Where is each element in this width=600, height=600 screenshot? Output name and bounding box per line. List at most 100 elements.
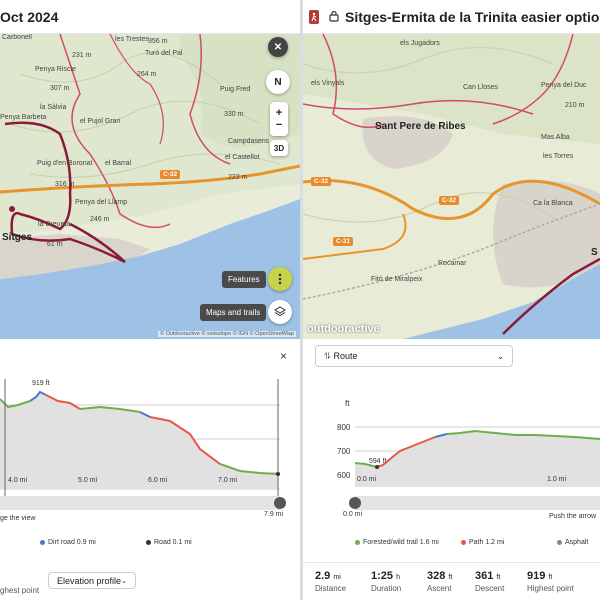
features-button[interactable] [268,267,292,291]
legend-item: Forested/wild trail 1.6 mi [355,539,439,546]
zoom-control: + − [270,102,288,136]
route-select[interactable]: ⥮ Route ⌄ [315,345,513,367]
map-label-town: Sitges [2,232,33,243]
map-label: 330 m [224,111,244,118]
chevron-down-icon: ⌄ [497,351,504,361]
map-label: Turó del Pal [145,50,183,57]
map-label: el Barral [105,160,132,167]
map-label: Penya del Duc [541,82,587,89]
map-label: 61 m [47,241,63,248]
stat-highest-point: 919 ft Highest point [527,570,574,593]
stat-value: 2.9 [315,570,331,582]
stat-value: 1:25 [371,570,394,582]
map-label: 307 m [50,85,70,92]
x-tick: 6.0 mi [148,477,168,484]
map-label: 316 m [55,181,75,188]
slider-start-label: 0.0 mi [343,511,363,518]
map-label: les Torres [543,153,574,160]
legend-dot [355,539,360,545]
legend-item: Road 0.1 mi [146,539,192,546]
right-pane: Sitges-Ermita de la Trinita easier optio… [303,0,600,600]
stat-unit: mi [333,574,341,581]
legend-label: Path 1.2 mi [469,539,505,546]
map-label: 264 m [137,71,157,78]
features-tooltip: Features [222,271,266,288]
x-tick: 5.0 mi [78,477,98,484]
map-label-town: Sant Pere de Ribes [375,121,466,132]
compass-north-button[interactable]: N [266,70,290,94]
y-tick: 700 [337,447,351,456]
hiking-icon [309,9,319,24]
legend-item: Dirt road 0.9 mi [40,539,96,546]
left-title-bar: Oct 2024 [0,0,300,34]
more-vertical-icon [278,273,282,285]
stat-label: Ascent [427,584,452,593]
stat-descent: 361 ft Descent [475,570,504,593]
map-label: Mas Alba [541,134,570,141]
legend-dot [461,539,466,545]
stat-label: Distance [315,584,347,593]
y-tick: 800 [337,423,351,432]
map-label: Can Lloses [463,84,499,91]
chevron-down-icon: ⌄ [121,577,127,585]
map-label: 246 m [90,216,110,223]
map-label: Puig Fred [220,86,251,93]
left-map[interactable]: Carbonell les Trestes 356 m Turó del Pal… [0,34,300,339]
map-label: les Trestes [115,36,149,43]
map-label-town: S [591,247,598,258]
legend-dot [40,539,45,545]
legend-item: Asphalt [557,539,588,546]
legend-label: Road 0.1 mi [154,539,192,546]
map-label: els Jugadors [400,40,440,47]
right-elevation-chart[interactable] [355,409,600,499]
map-label: Penya Barbeta [0,114,47,121]
start-elevation-label: 594 ft [369,458,387,465]
road-badge: C-32 [311,177,332,186]
slider-end-label: 7.9 mi [264,511,284,518]
map-label: els Vinyals [311,80,345,87]
close-elevation-button[interactable]: × [280,349,288,363]
left-slider-handle[interactable] [274,497,286,509]
close-map-button[interactable]: ✕ [268,37,288,57]
slider-hint: ge the view [0,515,36,522]
x-tick: 7.0 mi [218,477,238,484]
map-label: la Sàlvia [40,104,67,111]
map-layers-button[interactable] [268,300,292,324]
zoom-out-button[interactable]: − [275,119,283,131]
maps-trails-tooltip: Maps and trails [200,304,267,321]
stat-value: 361 [475,570,494,582]
right-slider-handle[interactable] [349,497,361,509]
route-select-value: Route [333,351,358,361]
legend-dot [557,539,562,545]
slider-hint: Push the arrow [549,513,597,520]
legend-dot [146,539,151,545]
map-label: 210 m [565,102,585,109]
view-3d-button[interactable]: 3D [270,140,288,156]
stat-unit: ft [548,574,553,581]
x-tick: 0.0 mi [357,476,377,483]
left-range-slider[interactable] [0,496,280,510]
right-map[interactable]: els Jugadors els Vinyals Can Lloses Peny… [303,34,600,339]
highest-point-label: ghest point [0,586,40,595]
map-label: Puig d'en Boronat [37,160,93,167]
right-elevation-panel: ⥮ Route ⌄ ft 800 700 600 594 ft 0.0 mi 1… [303,339,600,600]
stat-label: Highest point [527,584,574,593]
stats-divider [303,562,600,563]
pane-divider[interactable] [300,0,303,600]
stat-label: Duration [371,584,402,593]
legend-item: Path 1.2 mi [461,539,504,546]
select-value: Elevation profile [57,575,122,586]
map-label: 231 m [72,52,92,59]
right-range-slider[interactable] [355,496,600,510]
legend-label: Forested/wild trail 1.6 mi [363,539,439,546]
stat-unit: ft [448,574,453,581]
road-badge: C-32 [439,196,460,205]
right-title: Sitges-Ermita de la Trinita easier optio… [345,8,600,25]
right-map-canvas [303,34,600,339]
zoom-in-button[interactable]: + [275,107,283,119]
left-elevation-chart[interactable] [0,379,290,509]
map-attribution: © Outdooractive © swisstopo © IGN © Open… [158,331,296,337]
map-label: Penya Riscle [35,66,76,73]
stat-duration: 1:25 h Duration [371,570,401,593]
elevation-profile-select[interactable]: Elevation profile ⌄ [48,572,136,589]
